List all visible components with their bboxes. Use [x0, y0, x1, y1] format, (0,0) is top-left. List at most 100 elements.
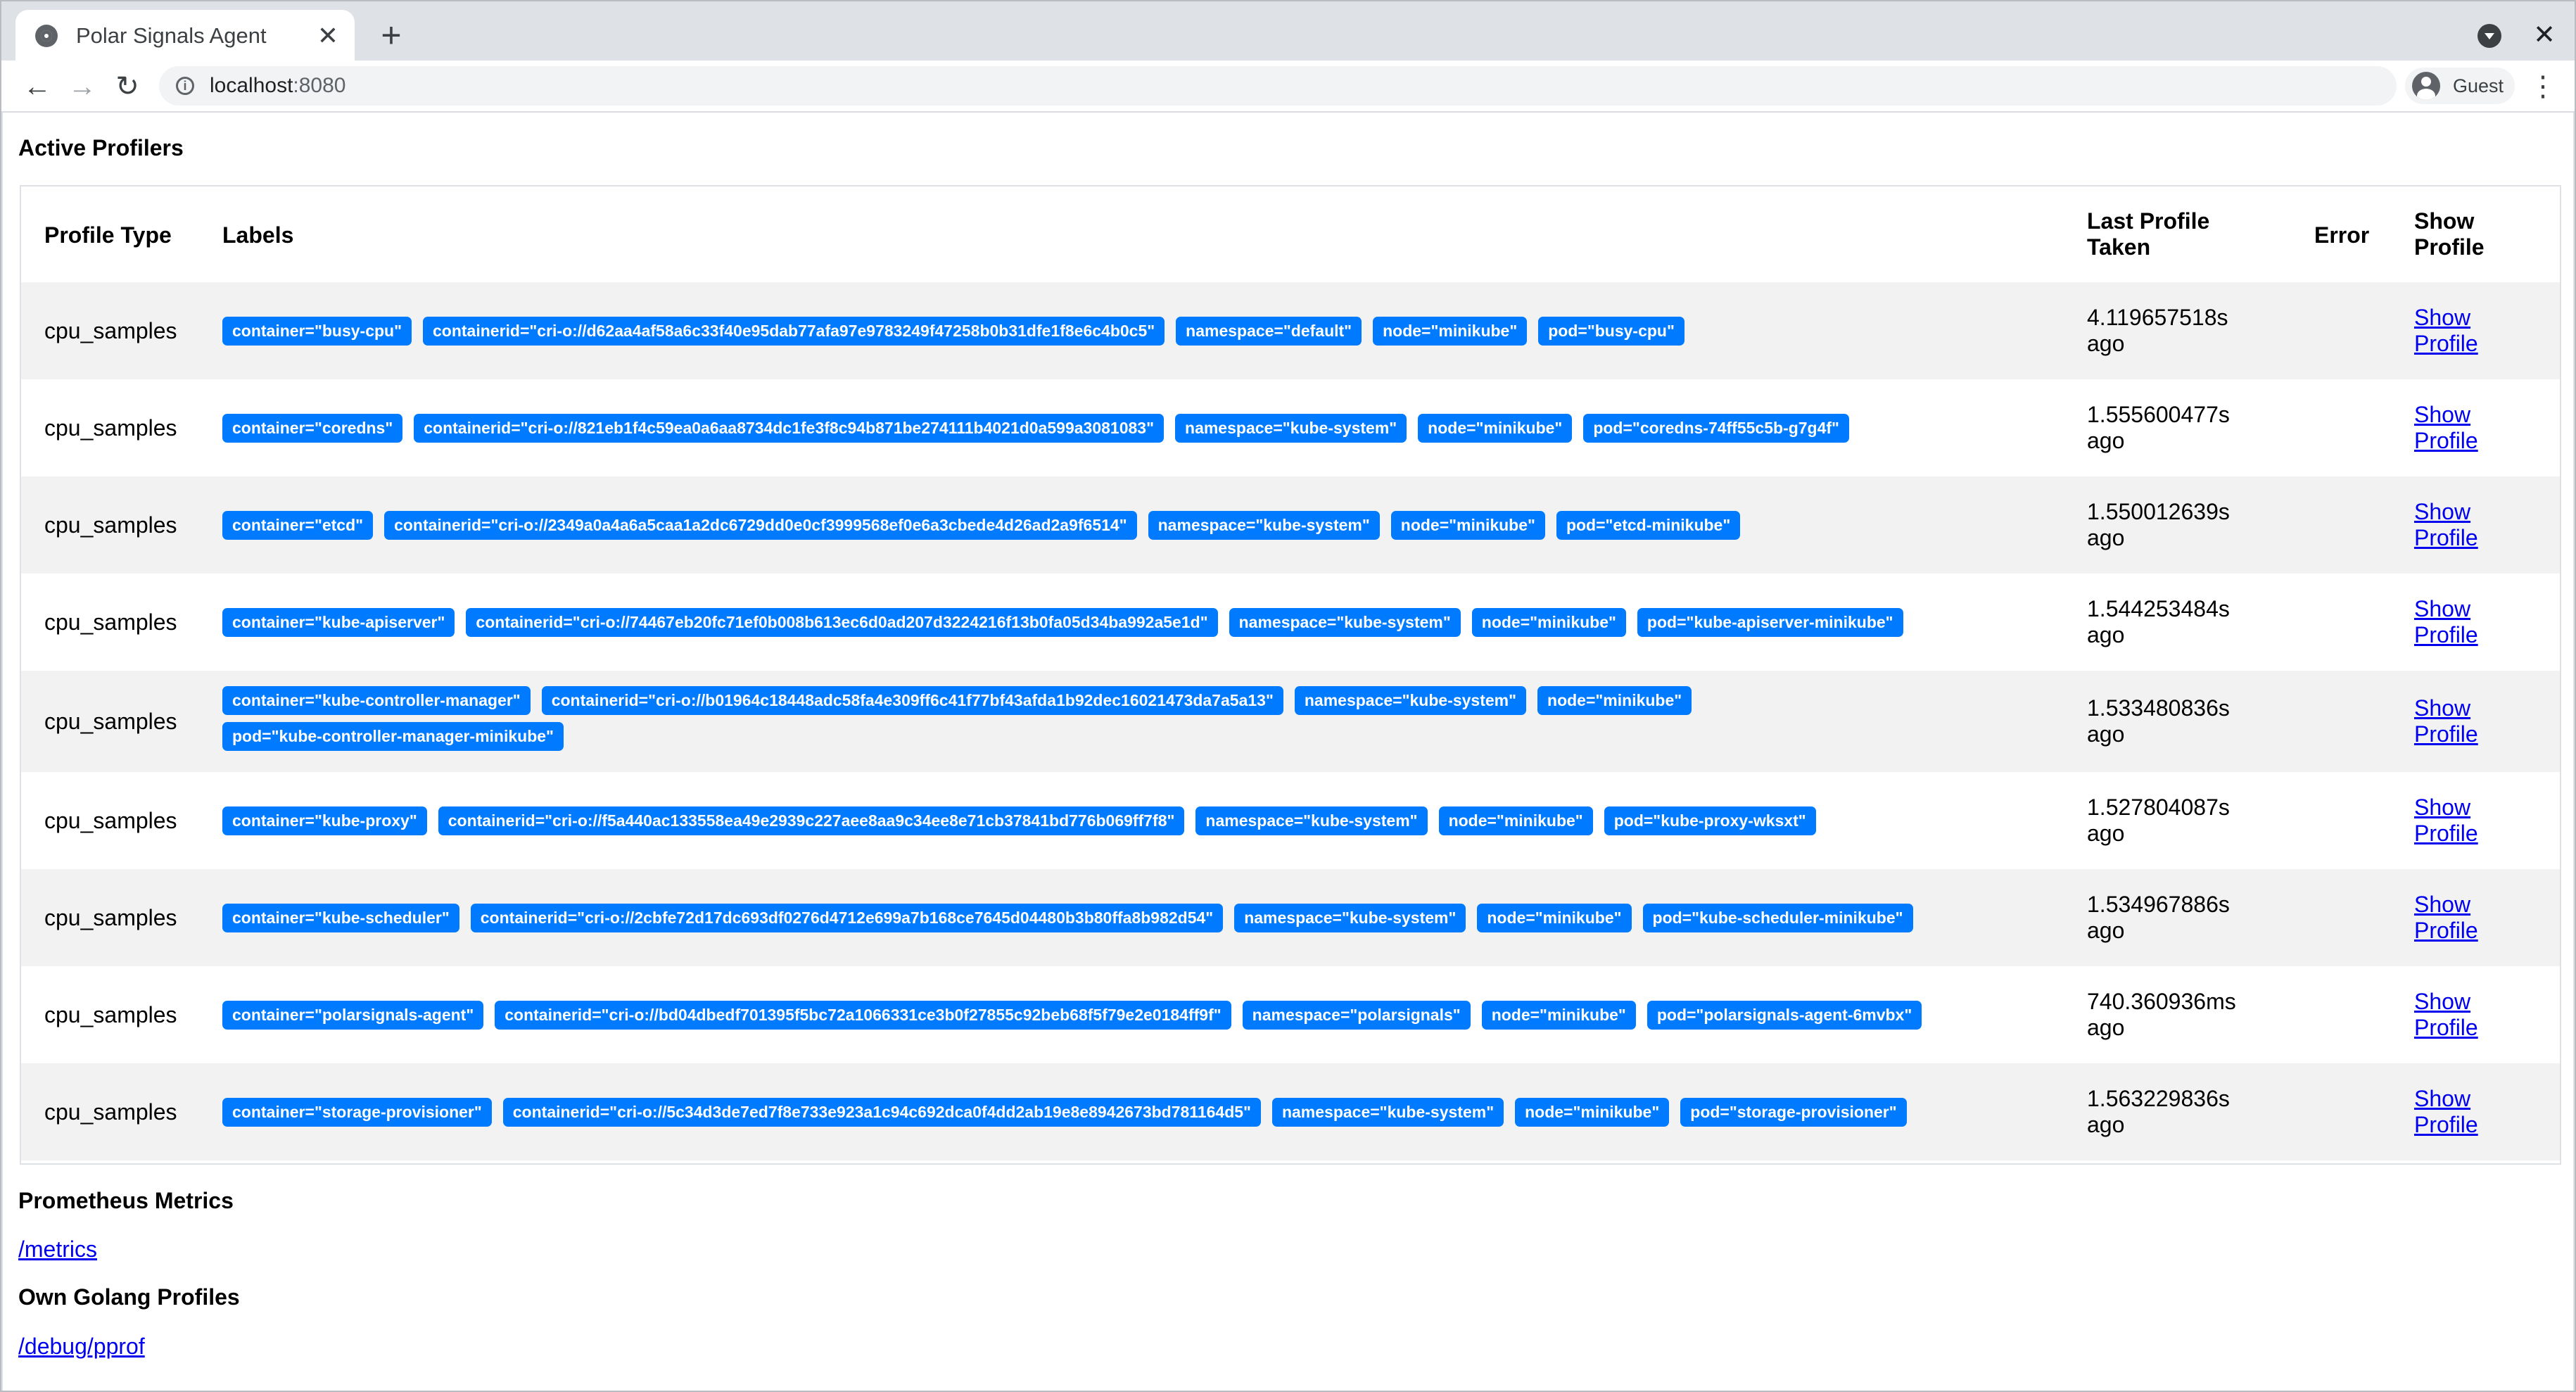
browser-tab[interactable]: Polar Signals Agent ✕ [15, 10, 355, 62]
label-badge: node="minikube" [1515, 1098, 1670, 1127]
last-profile-cell: 1.555600477s ago [2087, 402, 2230, 454]
header-show-line2: Profile [2414, 234, 2485, 260]
table-row: cpu_samples container="kube-proxy" contain… [21, 772, 2560, 869]
last-profile-cell: 1.527804087s ago [2087, 795, 2230, 847]
show-profile-line2[interactable]: Profile [2414, 918, 2478, 943]
show-profile-line1[interactable]: Show [2414, 989, 2471, 1014]
label-badge: pod="etcd-minikube" [1556, 511, 1741, 540]
label-badge: pod="kube-proxy-wksxt" [1604, 806, 1816, 835]
show-profile-link[interactable]: Show Profile [2414, 695, 2478, 747]
last-profile-value: 4.119657518s [2087, 305, 2228, 330]
last-profile-suffix: ago [2087, 918, 2125, 943]
last-profile-suffix: ago [2087, 622, 2125, 647]
label-badge: pod="busy-cpu" [1538, 317, 1684, 346]
show-profile-line1[interactable]: Show [2414, 499, 2471, 524]
pprof-link[interactable]: /debug/pprof [18, 1334, 145, 1359]
show-profile-line1[interactable]: Show [2414, 892, 2471, 917]
last-profile-suffix: ago [2087, 525, 2125, 550]
label-badge: namespace="polarsignals" [1242, 1001, 1471, 1030]
show-profile-line1[interactable]: Show [2414, 1086, 2471, 1111]
show-profile-line1[interactable]: Show [2414, 795, 2471, 820]
labels-cell: container="kube-apiserver" containerid="c… [222, 608, 2052, 644]
show-profile-link[interactable]: Show Profile [2414, 795, 2478, 847]
last-profile-suffix: ago [2087, 1015, 2125, 1040]
tab-title: Polar Signals Agent [76, 23, 267, 48]
show-profile-link[interactable]: Show Profile [2414, 989, 2478, 1041]
show-profile-line1[interactable]: Show [2414, 695, 2471, 721]
label-badge: namespace="kube-system" [1229, 608, 1461, 637]
profile-label: Guest [2453, 75, 2504, 96]
label-badge: node="minikube" [1537, 686, 1692, 715]
last-profile-value: 1.550012639s [2087, 499, 2230, 524]
show-profile-link[interactable]: Show Profile [2414, 892, 2478, 944]
last-profile-cell: 1.563229836s ago [2087, 1086, 2230, 1138]
show-profile-link[interactable]: Show Profile [2414, 596, 2478, 648]
show-profile-link[interactable]: Show Profile [2414, 499, 2478, 551]
label-badge: container="busy-cpu" [222, 317, 412, 346]
labels-cell: container="polarsignals-agent" containeri… [222, 1001, 2052, 1037]
label-badge: container="kube-proxy" [222, 806, 427, 835]
last-profile-cell: 1.544253484s ago [2087, 596, 2230, 648]
reload-icon[interactable]: ↻ [115, 71, 139, 102]
label-badge: containerid="cri-o://821eb1f4c59ea0a6aa8… [414, 414, 1165, 443]
profile-type-cell: cpu_samples [44, 512, 177, 538]
metrics-link[interactable]: /metrics [18, 1236, 97, 1262]
menu-icon[interactable]: ⋮ [2529, 71, 2557, 102]
label-badge: containerid="cri-o://5c34d3de7ed7f8e733e… [502, 1098, 1261, 1127]
show-profile-link[interactable]: Show Profile [2414, 402, 2478, 454]
show-profile-line2[interactable]: Profile [2414, 622, 2478, 647]
show-profile-line1[interactable]: Show [2414, 305, 2471, 330]
label-badge: pod="kube-apiserver-minikube" [1637, 608, 1903, 637]
label-badge: namespace="kube-system" [1148, 511, 1380, 540]
table-row: cpu_samples container="storage-provisione… [21, 1063, 2560, 1160]
tab-search-icon[interactable] [2477, 24, 2501, 48]
labels-cell: container="kube-controller-manager" conta… [222, 686, 2052, 758]
last-profile-cell: 1.550012639s ago [2087, 499, 2230, 551]
window-close-icon[interactable]: ✕ [2533, 20, 2556, 50]
label-badge: node="minikube" [1438, 806, 1593, 835]
show-profile-line2[interactable]: Profile [2414, 821, 2478, 846]
back-icon[interactable]: ← [23, 71, 51, 102]
show-profile-link[interactable]: Show Profile [2414, 305, 2478, 357]
show-profile-line2[interactable]: Profile [2414, 721, 2478, 747]
show-profile-line2[interactable]: Profile [2414, 1112, 2478, 1137]
last-profile-suffix: ago [2087, 721, 2125, 747]
table-row: cpu_samples container="kube-controller-ma… [21, 671, 2560, 772]
show-profile-line2[interactable]: Profile [2414, 1015, 2478, 1040]
forward-icon[interactable]: → [68, 71, 96, 102]
label-badge: node="minikube" [1390, 511, 1545, 540]
label-badge: namespace="kube-system" [1294, 686, 1527, 715]
label-badge: node="minikube" [1477, 904, 1632, 932]
label-badge: pod="storage-provisioner" [1680, 1098, 1907, 1127]
label-badge: container="kube-controller-manager" [222, 686, 531, 715]
profile-button[interactable]: Guest [2405, 68, 2515, 104]
labels-cell: container="coredns" containerid="cri-o://… [222, 414, 2052, 450]
header-error: Error [2314, 222, 2370, 248]
last-profile-cell: 1.534967886s ago [2087, 892, 2230, 944]
label-badge: namespace="kube-system" [1271, 1098, 1504, 1127]
show-profile-link[interactable]: Show Profile [2414, 1086, 2478, 1138]
label-badge: containerid="cri-o://f5a440ac133558ea49e… [438, 806, 1185, 835]
profile-type-cell: cpu_samples [44, 415, 177, 441]
label-badge: containerid="cri-o://2349a0a4a6a5caa1a2d… [384, 511, 1137, 540]
show-profile-line2[interactable]: Profile [2414, 525, 2478, 550]
show-profile-line2[interactable]: Profile [2414, 331, 2478, 356]
label-badge: container="storage-provisioner" [222, 1098, 492, 1127]
header-show-line1: Show [2414, 208, 2475, 234]
header-labels: Labels [222, 222, 294, 248]
info-icon[interactable]: i [176, 77, 194, 95]
last-profile-cell: 740.360936ms ago [2087, 989, 2236, 1041]
label-badge: containerid="cri-o://74467eb20fc71ef0b00… [466, 608, 1218, 637]
address-bar[interactable]: i localhost:8080 [159, 66, 2397, 106]
show-profile-line1[interactable]: Show [2414, 596, 2471, 621]
label-badge: container="kube-scheduler" [222, 904, 459, 932]
profile-type-cell: cpu_samples [44, 709, 177, 734]
show-profile-line1[interactable]: Show [2414, 402, 2471, 427]
plus-icon[interactable]: + [381, 15, 402, 55]
close-icon[interactable]: ✕ [317, 21, 339, 50]
last-profile-suffix: ago [2087, 1112, 2125, 1137]
show-profile-line2[interactable]: Profile [2414, 428, 2478, 453]
profile-type-cell: cpu_samples [44, 1002, 177, 1027]
last-profile-value: 1.555600477s [2087, 402, 2230, 427]
table-row: cpu_samples container="polarsignals-agent… [21, 966, 2560, 1063]
